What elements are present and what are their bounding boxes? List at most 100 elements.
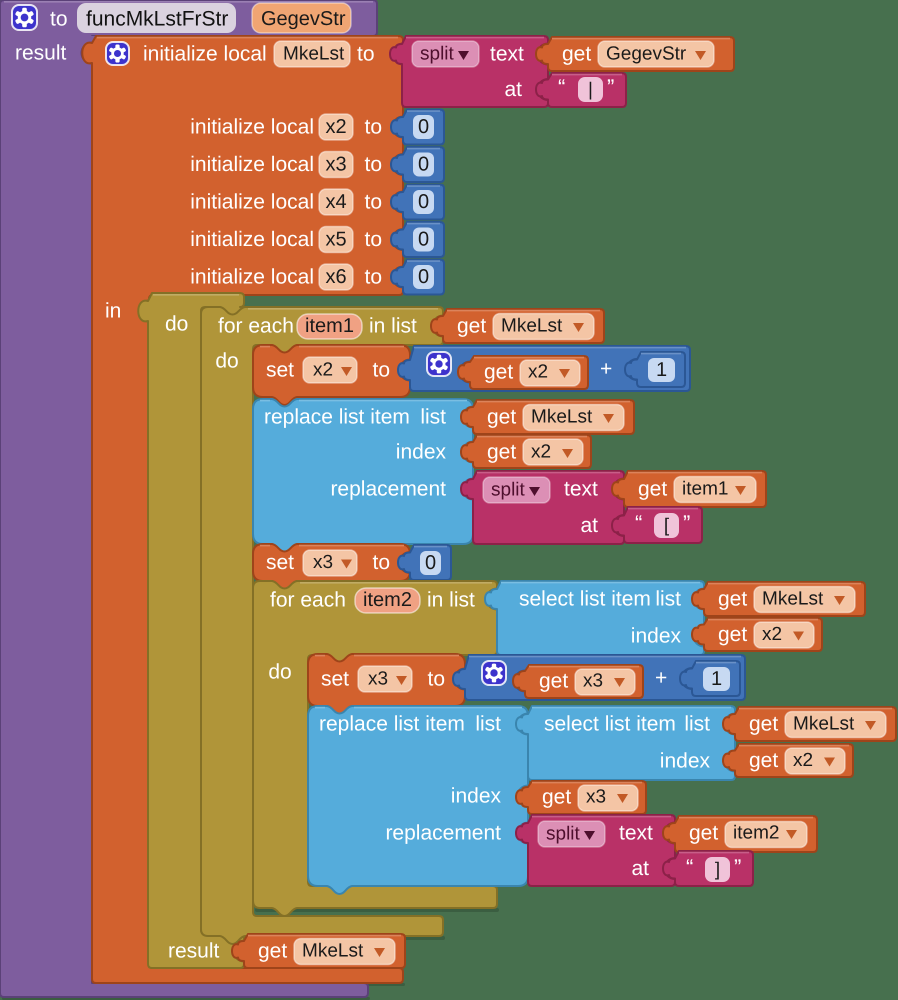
svg-text:get: get [718,588,747,611]
svg-text:x2: x2 [762,624,782,645]
svg-text:for each: for each [218,315,294,338]
svg-text:MkeLst: MkeLst [501,316,563,337]
svg-text:]: ] [715,860,720,881]
svg-text:x3: x3 [313,552,333,573]
svg-text:get: get [749,713,778,736]
svg-text:1: 1 [711,668,722,690]
svg-text:to: to [372,359,390,382]
svg-text:index: index [396,441,447,464]
svg-text:do: do [165,313,188,336]
svg-text:get: get [457,315,486,338]
svg-text:”: ” [607,75,614,100]
svg-text:split: split [546,824,581,845]
svg-text:set: set [321,668,349,691]
svg-text:initialize local: initialize local [190,266,314,289]
svg-text:x2: x2 [793,750,813,771]
svg-text:”: ” [734,855,741,880]
svg-text:0: 0 [418,266,429,288]
svg-text:get: get [718,623,747,646]
svg-text:in list: in list [427,589,475,612]
svg-text:funcMkLstFrStr: funcMkLstFrStr [86,8,228,31]
svg-text:do: do [268,661,291,684]
svg-text:x6: x6 [325,266,346,288]
svg-text:x4: x4 [325,191,346,213]
svg-text:“: “ [635,511,642,536]
svg-text:do: do [215,350,238,373]
svg-text:”: ” [683,511,690,536]
svg-text:MkeLst: MkeLst [762,589,824,610]
svg-text:to: to [357,43,375,66]
svg-text:to: to [364,228,382,251]
svg-text:initialize local: initialize local [143,43,267,66]
svg-text:get: get [542,786,571,809]
svg-text:to: to [364,153,382,176]
svg-text:initialize local: initialize local [190,116,314,139]
svg-text:x3: x3 [583,671,603,692]
svg-text:initialize local: initialize local [190,228,314,251]
svg-text:0: 0 [425,552,436,574]
svg-text:get: get [487,441,516,464]
svg-text:index: index [660,750,711,773]
svg-text:result: result [15,42,67,65]
svg-text:split: split [491,480,526,501]
svg-text:at: at [504,78,522,101]
svg-text:0: 0 [418,154,429,176]
svg-text:x2: x2 [325,116,346,138]
svg-text:get: get [562,43,591,66]
svg-text:MkeLst: MkeLst [531,407,593,428]
svg-text:initialize local: initialize local [190,191,314,214]
svg-text:0: 0 [418,116,429,138]
svg-text:get: get [689,822,718,845]
svg-text:list: list [655,588,681,611]
svg-text:replace list item: replace list item [264,406,410,429]
svg-text:+: + [600,358,612,381]
svg-text:|: | [588,80,593,101]
svg-text:replacement: replacement [385,822,501,845]
svg-text:to: to [427,668,445,691]
svg-text:x2: x2 [528,362,548,383]
svg-text:index: index [451,785,502,808]
svg-text:select list item: select list item [519,588,651,611]
svg-text:split: split [420,44,455,65]
svg-text:text: text [490,43,524,66]
svg-text:x3: x3 [368,669,388,690]
svg-text:list: list [420,406,446,429]
svg-text:item2: item2 [733,823,779,844]
svg-text:for each: for each [270,589,346,612]
svg-text:to: to [372,551,390,574]
svg-text:MkeLst: MkeLst [793,714,855,735]
svg-text:“: “ [686,855,693,880]
svg-text:x2: x2 [313,360,333,381]
svg-text:result: result [168,940,220,963]
svg-text:list: list [684,713,710,736]
svg-text:item1: item1 [305,315,354,337]
svg-text:GegevStr: GegevStr [606,44,687,65]
svg-text:GegevStr: GegevStr [261,8,346,30]
svg-text:in list: in list [369,315,417,338]
svg-text:at: at [631,857,649,880]
svg-text:item1: item1 [682,479,728,500]
svg-text:“: “ [558,75,565,100]
svg-text:MkeLst: MkeLst [302,941,364,962]
svg-text:get: get [484,361,513,384]
svg-text:initialize local: initialize local [190,153,314,176]
svg-text:text: text [619,822,653,845]
svg-text:to: to [364,116,382,139]
svg-text:select list item: select list item [544,713,676,736]
svg-text:get: get [539,670,568,693]
svg-text:index: index [631,625,682,648]
svg-text:replacement: replacement [330,478,446,501]
svg-text:set: set [266,359,294,382]
svg-text:x3: x3 [586,787,606,808]
svg-text:list: list [475,713,501,736]
svg-text:x5: x5 [325,229,346,251]
svg-text:set: set [266,551,294,574]
svg-text:0: 0 [418,229,429,251]
svg-text:get: get [487,406,516,429]
svg-text:x2: x2 [531,442,551,463]
svg-text:item2: item2 [363,589,412,611]
svg-text:to: to [364,266,382,289]
svg-text:+: + [655,667,667,690]
svg-text:in: in [105,300,121,323]
svg-text:get: get [258,940,287,963]
